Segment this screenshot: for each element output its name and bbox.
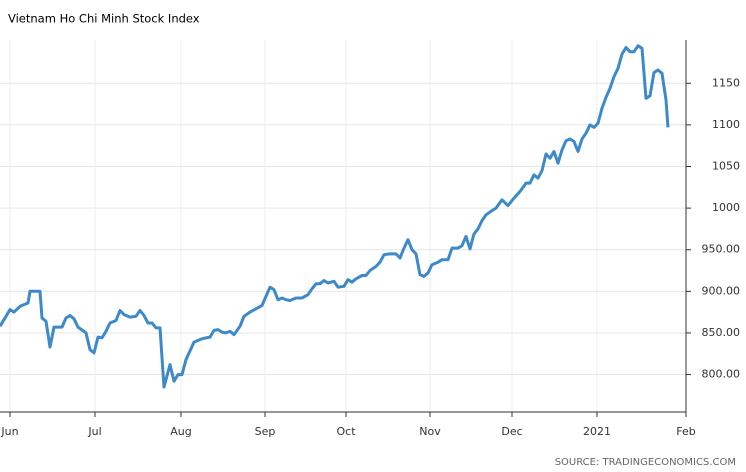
x-tick-label: Oct xyxy=(336,425,356,438)
y-tick-label: 1100 xyxy=(712,118,740,131)
line xyxy=(0,44,670,389)
y-tick-label: 1050 xyxy=(712,159,740,172)
x-tick-label: Jul xyxy=(87,425,101,438)
x-tick-label: 2021 xyxy=(583,425,611,438)
x-tick-label: Jun xyxy=(0,425,18,438)
y-tick-label: 800.00 xyxy=(702,368,741,381)
x-tick-label: Dec xyxy=(501,425,522,438)
x-tick-label: Sep xyxy=(255,425,276,438)
x-tick-label: Aug xyxy=(170,425,191,438)
source: SOURCE: TRADINGECONOMICS.COM xyxy=(555,457,736,468)
x-tick-label: Feb xyxy=(676,425,695,438)
y-tick-label: 1150 xyxy=(712,76,740,89)
x-tick-label: Nov xyxy=(419,425,441,438)
chart-title: Vietnam Ho Chi Minh Stock Index xyxy=(8,12,200,26)
y-tick-label: 950.00 xyxy=(702,243,741,256)
y-tick-label: 850.00 xyxy=(702,326,741,339)
y-tick-label: 1000 xyxy=(712,201,740,214)
y-tick-label: 900.00 xyxy=(702,284,741,297)
